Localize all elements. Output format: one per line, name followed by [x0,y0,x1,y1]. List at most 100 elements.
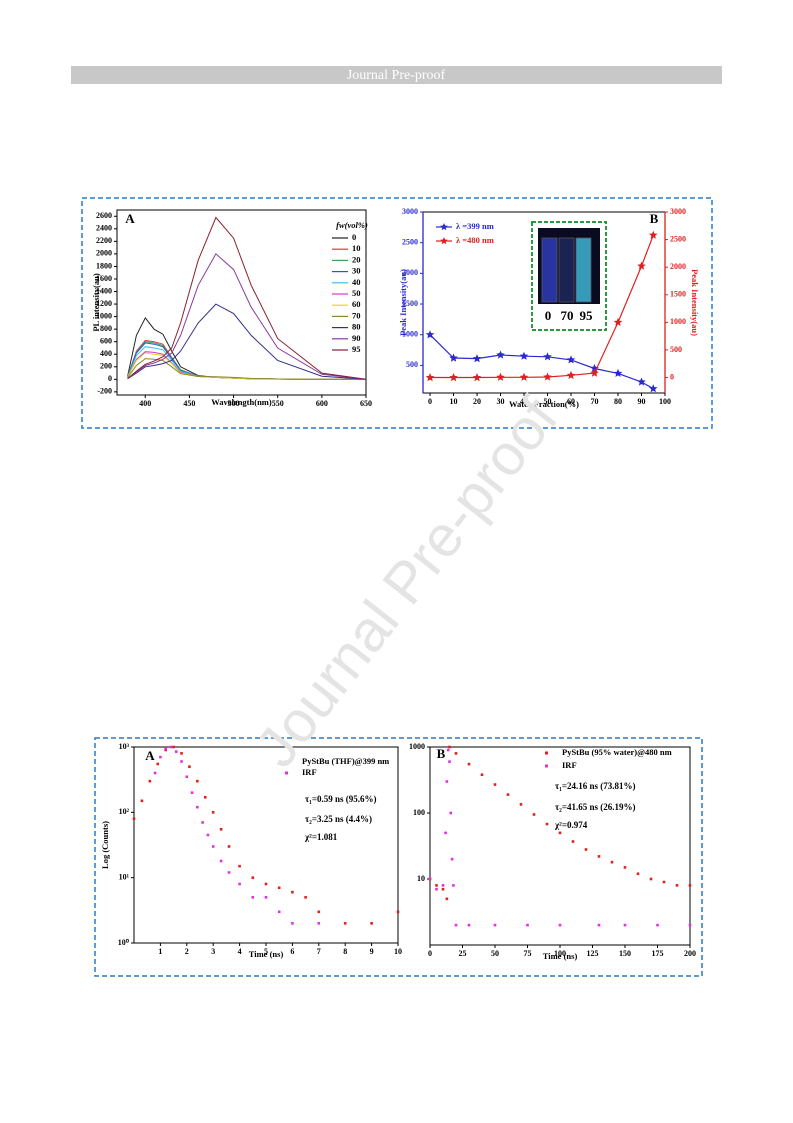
x-tick-label: 75 [524,949,532,958]
x-tick-label: 650 [360,399,372,408]
scatter-point [480,773,484,777]
scatter-point [688,923,692,927]
scatter-point [188,765,191,768]
x-tick-label: 8 [343,947,347,956]
scatter-point [211,845,215,848]
x-tick-label: 80 [614,397,622,406]
scatter-point [597,923,601,927]
scatter-point [662,880,666,884]
scatter-point [675,884,679,887]
scatter-point [610,860,614,864]
legend-label: 70 [352,310,361,320]
scatter-point [493,783,497,786]
header-bar [71,66,722,84]
panel-label: A [125,211,135,226]
legend-label: PyStBu (THF)@399 nm [302,756,389,766]
scatter-point [238,864,241,868]
scatter-point [291,922,294,925]
y-tick-label: 2000 [96,249,112,258]
legend-label: 95 [352,344,361,354]
point-marker [519,372,529,381]
y-tick-label: 1000 [409,742,425,751]
x-tick-label: 4 [238,947,242,956]
series-line [127,316,366,380]
point-marker [472,373,482,382]
series-line [127,303,367,380]
point-marker [543,372,552,381]
scatter-point [180,760,183,763]
scatter-point [450,857,454,861]
y2-tick-label: 3000 [670,207,686,216]
series-line [127,253,367,380]
scatter-point [251,896,255,899]
x-tick-label: 500 [228,399,240,408]
scatter-point [251,876,255,879]
scatter-point [156,762,160,766]
scatter-point [370,922,373,925]
scatter-point [164,747,167,750]
scatter-point [506,793,510,796]
y-tick-label: 100 [413,808,425,817]
scatter-point [185,775,189,779]
point-marker [496,372,505,381]
x-tick-label: 70 [591,397,599,406]
x-tick-label: 600 [316,399,328,408]
x-tick-label: 125 [587,949,599,958]
scatter-point [454,923,458,927]
y-tick-label: 1200 [96,299,112,308]
scatter-point [435,884,438,887]
point-marker [449,373,458,382]
legend-label: 50 [352,288,361,298]
inset-frame [531,221,607,331]
scatter-point [227,845,231,848]
vial [541,237,558,303]
scatter-point [317,922,321,925]
x-tick-label: 0 [428,949,432,958]
scatter-point [203,795,207,799]
scatter-point [190,791,194,794]
legend-label: λ =399 nm [456,221,494,231]
scatter-point [317,910,321,914]
scatter-point [343,922,347,925]
scatter-point [435,887,438,891]
legend-label: PyStBu (95% water)@480 nm [562,747,672,757]
vial [558,237,575,303]
y-tick-label: 10² [119,807,130,816]
scatter-point [441,887,445,891]
scatter-point [201,821,204,824]
x-tick-label: 10 [450,397,458,406]
x-tick-label: 100 [659,397,671,406]
scatter-point [441,884,445,887]
x-tick-label: 2 [185,947,189,956]
point-marker [566,355,576,364]
inset-label: 0 [545,308,552,323]
point-marker [519,351,529,360]
scatter-point [164,748,167,752]
scatter-point [467,923,471,927]
scatter-point [545,822,549,826]
scatter-point [649,877,653,881]
point-marker [637,377,646,386]
y-tick-label: 500 [406,360,418,369]
panel-label: B [650,211,659,226]
scatter-point [449,811,453,815]
legend-marker [440,223,448,231]
y-tick-label: 2200 [96,236,112,245]
scatter-point [196,805,199,809]
scatter-point [597,855,601,858]
point-marker [637,261,646,270]
scatter-point [219,827,223,831]
annotation: τ₂=41.65 ns (26.19%) [555,802,635,812]
series-line [429,334,654,390]
y-axis-label: PL intensity(au) [91,273,101,331]
watermark-group: Journal Pre-proof [243,385,571,779]
scatter-point [291,890,294,894]
y-tick-label: 1400 [96,286,112,295]
point-marker [449,353,458,362]
plot-frame [133,746,399,944]
annotation: χ²=0.974 [554,820,588,830]
y-tick-label: 10³ [119,742,130,751]
annotation: τ₂=3.25 ns (4.4%) [305,814,372,824]
scatter-point [656,923,659,927]
x-tick-label: 3 [211,947,215,956]
